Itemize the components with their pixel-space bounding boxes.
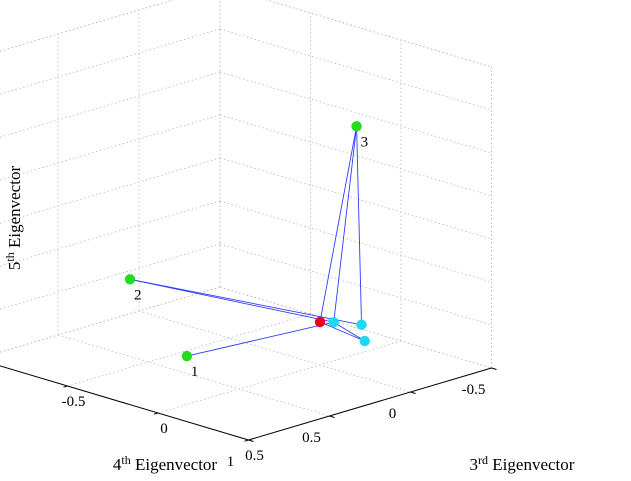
grid-line	[0, 114, 221, 181]
y-tick-mark	[491, 367, 497, 370]
graph-edge	[333, 321, 366, 342]
grid-line	[219, 71, 492, 154]
grid-line	[219, 157, 492, 240]
grid-line	[0, 0, 175, 52]
x-axis-label: 3rd Eigenvector	[470, 453, 575, 474]
cluster-point	[359, 335, 370, 347]
x-axis-line	[0, 365, 249, 441]
x-tick-label: 0.5	[245, 448, 264, 464]
edge-layer	[129, 126, 366, 357]
grid-line	[0, 157, 221, 224]
graph-edge	[129, 278, 362, 326]
graph-edge	[319, 126, 358, 323]
point-label: 1	[191, 364, 199, 380]
y-tick-label: 0	[389, 406, 397, 422]
grid-line	[0, 0, 175, 52]
grid-line	[0, 286, 221, 353]
outlier-point	[181, 350, 193, 362]
grid-line	[219, 243, 492, 326]
point-label: 2	[134, 287, 142, 303]
grid-line	[0, 28, 221, 95]
y-tick-label: 0.5	[302, 430, 321, 446]
y-tick-mark	[410, 391, 416, 394]
grid-line	[265, 0, 492, 68]
x-tick-mark	[63, 385, 68, 388]
y-tick-label: -0.5	[462, 382, 486, 398]
point-label: 3	[361, 134, 369, 150]
grid-line	[0, 200, 221, 267]
y-tick-mark	[329, 415, 335, 418]
point-layer	[124, 121, 370, 362]
label-layer: 1 2 3	[134, 134, 368, 380]
grid-layer	[0, 0, 492, 441]
x-tick-label: -0.5	[62, 394, 86, 410]
graph-edge	[356, 126, 362, 325]
z-axis-label: 5th Eigenvector	[3, 166, 24, 271]
grid-line	[219, 28, 492, 111]
center-point	[314, 316, 326, 328]
grid-line	[0, 71, 221, 138]
grid-line	[57, 334, 330, 417]
cluster-point	[328, 317, 339, 328]
grid-line	[265, 0, 492, 68]
x-tick-mark	[153, 412, 159, 415]
axis-layer: -1-0.500.5-0.500.51-0.200.20.40.60.811.2	[0, 365, 497, 470]
grid-line	[219, 200, 492, 283]
outlier-point	[351, 121, 362, 132]
graph-edge	[129, 278, 334, 323]
grid-line	[67, 313, 311, 387]
grid-line	[0, 243, 221, 310]
grid-line	[0, 286, 221, 353]
graph-edge	[186, 321, 334, 357]
outlier-point	[124, 274, 136, 285]
grid-line	[0, 365, 249, 441]
x-tick-label: 0	[160, 421, 168, 437]
cluster-point	[356, 319, 367, 330]
x-tick-mark	[244, 439, 249, 442]
grid-line	[219, 286, 492, 369]
graph-edge	[333, 126, 358, 323]
y-tick-mark	[248, 439, 254, 442]
y-axis-label: 4th Eigenvector	[113, 453, 218, 474]
y-tick-label: 1	[227, 454, 235, 470]
grid-line	[138, 310, 411, 393]
grid-line	[219, 114, 492, 197]
graph-edge	[319, 321, 365, 342]
y-axis-line	[248, 367, 492, 441]
